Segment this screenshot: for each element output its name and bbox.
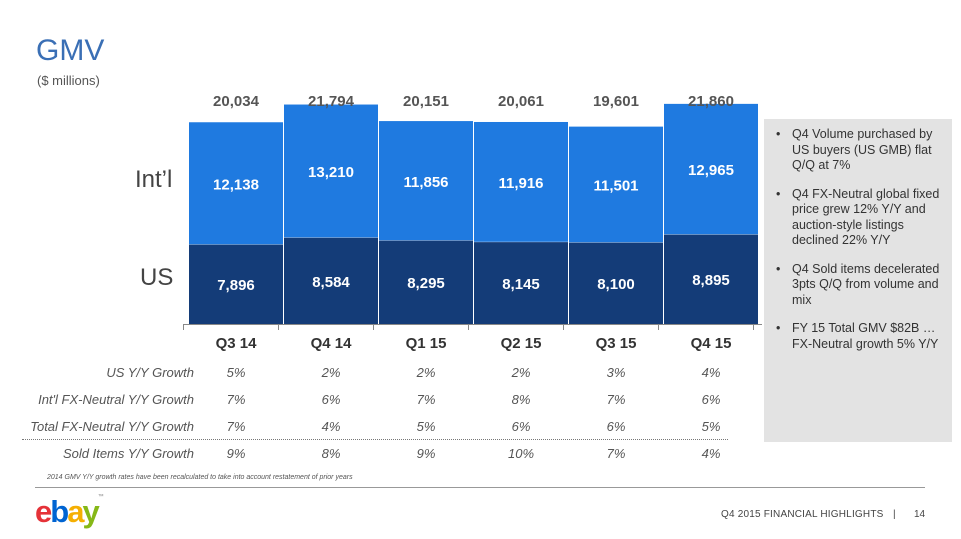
logo-letter: y [82, 494, 99, 529]
bar-intl [189, 122, 283, 245]
x-tick-label: Q3 14 [216, 335, 258, 352]
total-label: 20,034 [213, 93, 260, 110]
metrics-divider [22, 439, 728, 440]
bullet-marker: • [776, 261, 781, 276]
data-label-us: 8,100 [597, 276, 635, 293]
bar-us [284, 237, 378, 324]
page-title: GMV [36, 34, 105, 67]
metric-value: 3% [606, 365, 626, 380]
bullet-marker: • [776, 127, 781, 141]
metric-value: 4% [701, 446, 721, 461]
x-tick-label: Q4 15 [691, 335, 732, 352]
bar-us [664, 234, 758, 324]
x-tick-label: Q4 14 [311, 335, 353, 352]
footer-divider [35, 487, 925, 488]
metric-value: 7% [606, 392, 626, 407]
highlight-bullet: • Q4 Sold items decelerated 3pts Q/Q from… [774, 262, 944, 309]
metric-value: 8% [511, 392, 531, 407]
metric-value: 6% [701, 392, 721, 407]
data-label-us: 8,895 [692, 272, 730, 289]
metric-label: Sold Items Y/Y Growth [62, 446, 194, 461]
metric-value: 2% [416, 365, 436, 380]
data-label-intl: 11,501 [593, 178, 638, 195]
metric-label: Total FX-Neutral Y/Y Growth [30, 419, 194, 434]
metric-value: 9% [416, 446, 436, 461]
metric-value: 6% [321, 392, 341, 407]
data-label-us: 7,896 [217, 277, 255, 294]
footer-title: Q4 2015 FINANCIAL HIGHLIGHTS [721, 509, 884, 520]
metric-value: 6% [511, 419, 531, 434]
highlight-text: Q4 Volume purchased by US buyers (US GMB… [792, 127, 933, 172]
bullet-marker: • [776, 321, 781, 335]
bar-intl [284, 104, 378, 238]
metric-value: 4% [701, 365, 721, 380]
page-number: 14 [914, 509, 926, 520]
data-label-us: 8,295 [407, 275, 445, 292]
data-label-intl: 12,965 [688, 162, 734, 179]
metric-row: Sold Items Y/Y Growth 9% 8% 9% 10% 7% 4% [0, 443, 760, 469]
metric-value: 5% [226, 365, 246, 380]
highlight-text: FY 15 Total GMV $82B … FX-Neutral growth… [792, 321, 939, 351]
metric-value: 2% [511, 365, 531, 380]
bar-intl [664, 103, 758, 235]
bar-intl [379, 121, 473, 241]
metric-value: 10% [507, 446, 535, 461]
bullet-marker: • [776, 186, 781, 201]
bar-us [569, 242, 663, 324]
segment-label-us: US [140, 264, 174, 291]
logo-letter: b [50, 494, 69, 529]
segment-label-intl: Int’l [135, 166, 173, 193]
metric-value: 5% [701, 419, 721, 434]
highlight-bullet: • FY 15 Total GMV $82B … FX-Neutral growt… [774, 321, 944, 352]
highlight-bullet: • Q4 FX-Neutral global fixed price grew 1… [774, 187, 944, 249]
metric-value: 8% [321, 446, 341, 461]
logo-trademark: ™ [97, 494, 104, 500]
bar-us [474, 241, 568, 324]
bar-us [189, 244, 283, 324]
total-label: 20,151 [403, 93, 449, 110]
metric-value: 7% [226, 419, 246, 434]
logo-letter: a [67, 494, 84, 529]
metric-value: 7% [606, 446, 626, 461]
metric-row: US Y/Y Growth 5% 2% 2% 2% 3% 4% [0, 362, 760, 388]
metric-label: Int'l FX-Neutral Y/Y Growth [38, 392, 194, 407]
data-label-us: 8,584 [312, 274, 350, 291]
bar-intl [474, 121, 568, 242]
metric-value: 5% [416, 419, 436, 434]
highlight-text: Q4 FX-Neutral global fixed price grew 12… [792, 186, 940, 248]
x-tick-label: Q1 15 [406, 335, 447, 352]
data-label-intl: 11,916 [498, 175, 543, 192]
metric-value: 2% [321, 365, 341, 380]
metric-row: Int'l FX-Neutral Y/Y Growth 7% 6% 7% 8% 7% 6% [0, 389, 760, 415]
bar-us [379, 240, 473, 324]
x-tick-label: Q3 15 [596, 335, 637, 352]
data-label-intl: 13,210 [308, 164, 354, 181]
total-label: 21,794 [308, 93, 355, 110]
total-label: 21,860 [688, 93, 734, 110]
page-subtitle: ($ millions) [37, 73, 100, 88]
metric-label: US Y/Y Growth [106, 365, 194, 380]
highlight-bullet: • Q4 Volume purchased by US buyers (US GM… [774, 127, 944, 174]
logo-letter: e [35, 494, 52, 529]
highlights-callout: • Q4 Volume purchased by US buyers (US GM… [764, 119, 952, 442]
data-label-intl: 11,856 [403, 174, 448, 191]
data-label-intl: 12,138 [213, 176, 259, 193]
metric-row: Total FX-Neutral Y/Y Growth 7% 4% 5% 6% 6% 5% [0, 416, 760, 442]
data-label-us: 8,145 [502, 276, 540, 293]
x-tick-label: Q2 15 [501, 335, 542, 352]
metric-value: 7% [226, 392, 246, 407]
total-label: 20,061 [498, 93, 544, 110]
footer-separator: | [893, 509, 896, 520]
metric-value: 4% [321, 419, 341, 434]
bar-intl [569, 126, 663, 243]
highlights-list: • Q4 Volume purchased by US buyers (US GM… [764, 119, 952, 352]
metric-value: 6% [606, 419, 626, 434]
footnote: 2014 GMV Y/Y growth rates have been reca… [47, 474, 353, 481]
highlight-text: Q4 Sold items decelerated 3pts Q/Q from … [792, 261, 940, 307]
metric-value: 7% [416, 392, 436, 407]
total-label: 19,601 [593, 93, 639, 110]
metric-value: 9% [226, 446, 246, 461]
ebay-logo: ebay™ [35, 494, 104, 530]
